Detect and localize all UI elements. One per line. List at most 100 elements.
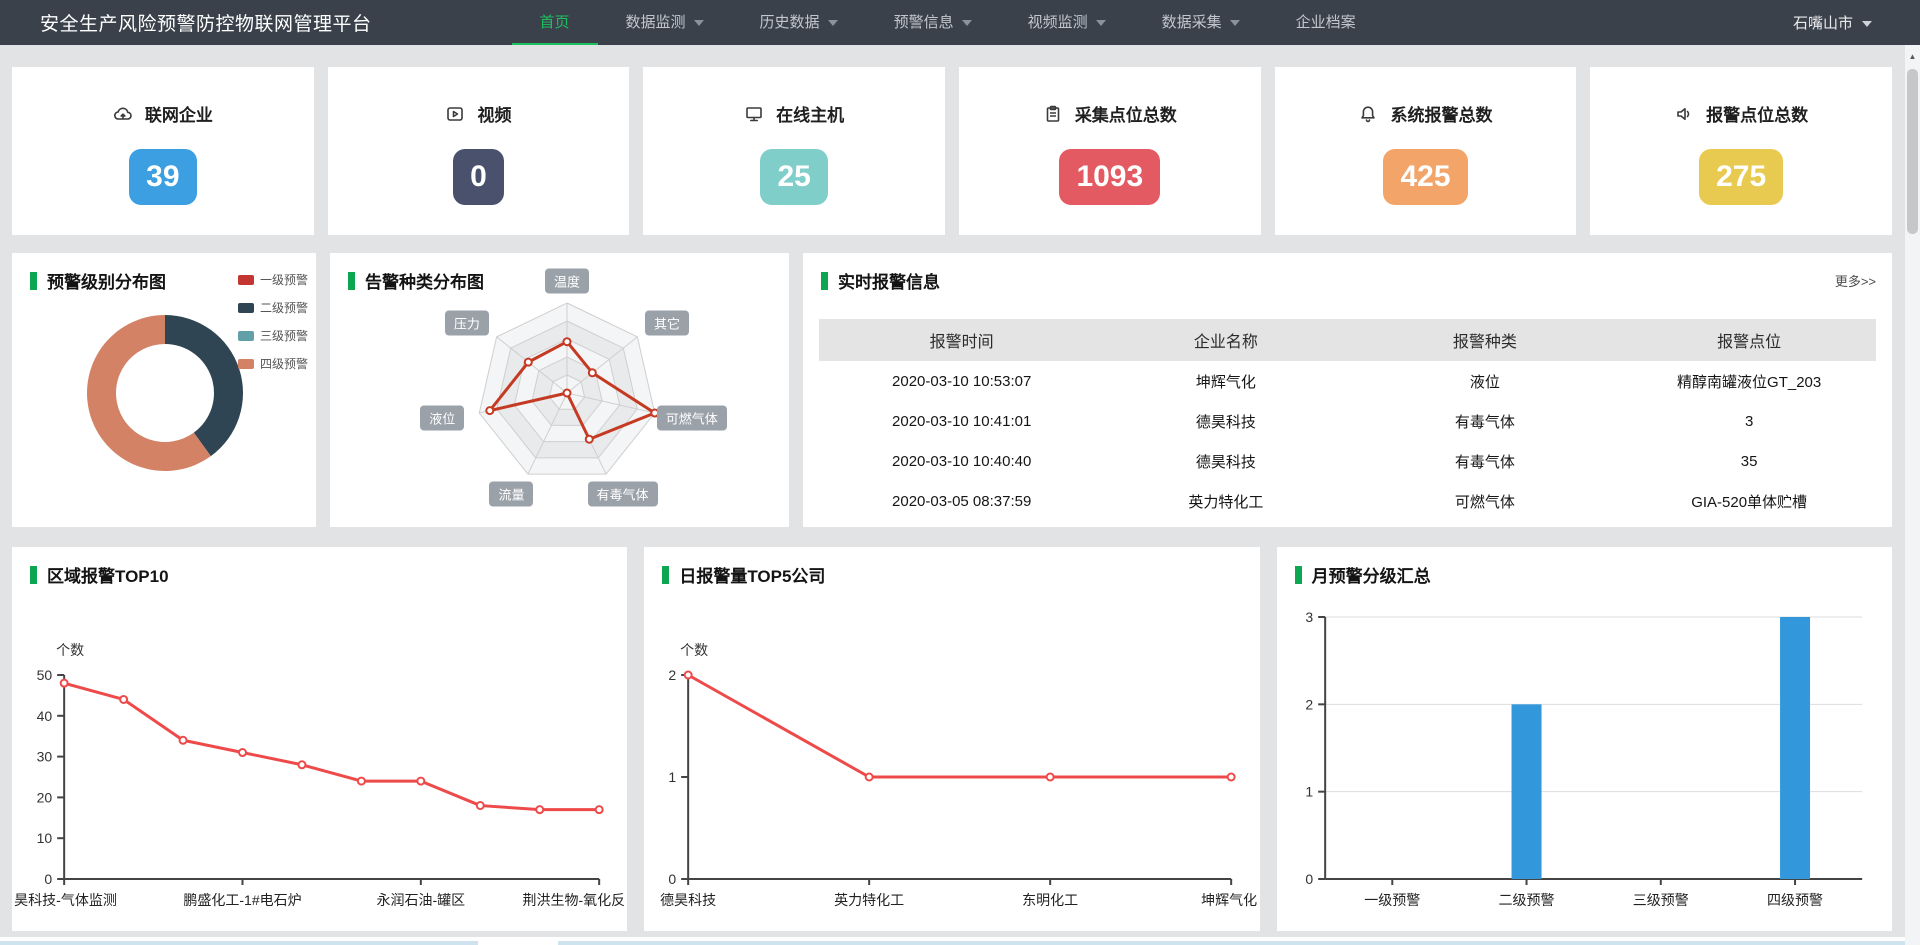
middle-row: 预警级别分布图 一级预警二级预警三级预警四级预警 告警种类分布图 温度其它可燃气…: [12, 253, 1892, 527]
stat-label: 在线主机: [776, 106, 845, 125]
table-row[interactable]: 2020-03-10 10:41:01 德昊科技 有毒气体 3: [819, 401, 1876, 441]
svg-text:荆洪生物-氧化反: 荆洪生物-氧化反: [522, 892, 625, 908]
svg-text:2: 2: [1305, 696, 1313, 712]
legend-label: 四级预警: [259, 357, 308, 371]
card-title-text: 预警级别分布图: [47, 273, 166, 292]
chart-canvas: [87, 315, 244, 471]
legend-label: 三级预警: [259, 329, 308, 343]
table-cell: 35: [1740, 452, 1758, 470]
nav-item-data-collect[interactable]: 数据采集: [1134, 0, 1268, 45]
more-link[interactable]: 更多>>: [1834, 274, 1876, 289]
card-title-text: 日报警量TOP5公司: [679, 567, 826, 586]
table-cell: 液位: [1469, 373, 1500, 391]
card-title-text: 告警种类分布图: [365, 273, 484, 292]
radar-axis-label: 有毒气体: [587, 481, 658, 507]
svg-text:个数: 个数: [56, 642, 84, 658]
nav-item-data-monitor[interactable]: 数据监测: [598, 0, 732, 45]
stat-value-badge: 25: [760, 149, 828, 205]
app-title: 安全生产风险预警防控物联网管理平台: [40, 14, 372, 35]
svg-text:2: 2: [669, 667, 677, 683]
card-title-text: 区域报警TOP10: [47, 567, 169, 586]
card-title-text: 实时报警信息: [838, 273, 940, 292]
stat-value-badge: 0: [453, 149, 504, 205]
stat-card-alarm-points: 报警点位总数 275: [1590, 67, 1892, 235]
cloud-upload-icon: [113, 107, 132, 120]
svg-text:0: 0: [44, 871, 52, 887]
legend-item[interactable]: 一级预警: [237, 271, 308, 288]
table-row[interactable]: 2020-03-10 10:40:40 德昊科技 有毒气体 35: [819, 441, 1876, 481]
top-nav: 安全生产风险预警防控物联网管理平台 首页 数据监测 历史数据 预警信息 视频监测…: [0, 0, 1920, 45]
svg-text:一级预警: 一级预警: [1364, 892, 1420, 908]
table-row[interactable]: 2020-03-05 08:37:59 英力特化工 可燃气体 GIA-520单体贮槽: [819, 481, 1876, 521]
svg-text:永润石油-罐区: 永润石油-罐区: [376, 892, 465, 908]
radar-axis-label: 流量: [489, 481, 534, 507]
realtime-alarm-card: 实时报警信息 更多>> 报警时间 企业名称 报警种类 报警点位 2020-03-…: [803, 253, 1892, 527]
scrollbar-thumb[interactable]: [1907, 69, 1918, 234]
stat-label: 采集点位总数: [1074, 106, 1177, 125]
svg-text:昊科技-气体监测: 昊科技-气体监测: [14, 892, 117, 908]
radar-axis-label: 可燃气体: [656, 405, 727, 431]
alarm-type-radar-card: 告警种类分布图 温度 其它 可燃气体 有毒气体 流量 液位 压力: [330, 253, 789, 527]
card-title-text: 月预警分级汇总: [1311, 567, 1431, 586]
scrollbar[interactable]: ▲: [1905, 45, 1920, 945]
table-cell: 2020-03-10 10:40:40: [892, 452, 1032, 470]
chevron-down-icon: [1862, 20, 1872, 27]
column-header: 企业名称: [1193, 334, 1258, 351]
column-header: 报警时间: [929, 334, 994, 351]
table-cell: 2020-03-05 08:37:59: [892, 492, 1032, 510]
pie-legend: 一级预警二级预警三级预警四级预警: [237, 271, 308, 372]
legend-swatch: [237, 358, 254, 369]
stat-label: 视频: [477, 106, 512, 125]
green-accent-bar: [30, 565, 37, 584]
legend-item[interactable]: 三级预警: [237, 327, 308, 344]
footer-strip-white: [0, 937, 1905, 941]
region-selector[interactable]: 石嘴山市: [1793, 12, 1872, 33]
legend-item[interactable]: 四级预警: [237, 355, 308, 372]
bell-icon: [1361, 105, 1376, 122]
chart-canvas: 0 1 2 3 一级预警 二级预警 三级预警 四级预警: [1305, 609, 1862, 908]
stat-card-system-alarms: 系统报警总数 425: [1274, 67, 1577, 235]
nav-item-label: 数据采集: [1161, 14, 1222, 31]
scroll-up-arrow-icon[interactable]: ▲: [1908, 52, 1917, 61]
radar-axis-label: 其它: [645, 310, 690, 336]
stat-card-collect-points: 采集点位总数 1093: [958, 67, 1261, 235]
stat-card-online-hosts: 在线主机 25: [643, 67, 945, 235]
nav-item-warning-info[interactable]: 预警信息: [866, 0, 1000, 45]
nav-item-home[interactable]: 首页: [511, 0, 598, 45]
chevron-down-icon: [827, 19, 838, 26]
clipboard-icon: [1046, 105, 1060, 122]
table-row[interactable]: 2020-03-10 10:53:07 坤辉气化 液位 精醇南罐液位GT_203: [819, 361, 1876, 401]
table-cell: 德昊科技: [1195, 413, 1256, 431]
nav-item-label: 首页: [539, 14, 570, 31]
nav-item-history-data[interactable]: 历史数据: [732, 0, 866, 45]
table-cell: 有毒气体: [1454, 453, 1515, 471]
nav-item-label: 历史数据: [759, 14, 820, 31]
column-header: 报警点位: [1717, 334, 1782, 351]
svg-text:德昊科技: 德昊科技: [660, 892, 716, 908]
legend-label: 二级预警: [259, 301, 308, 315]
column-header: 报警种类: [1452, 334, 1517, 351]
alarm-table-body: 2020-03-10 10:53:07 坤辉气化 液位 精醇南罐液位GT_203 202…: [819, 361, 1876, 521]
table-cell: GIA-520单体贮槽: [1691, 493, 1808, 511]
svg-text:50: 50: [37, 667, 53, 683]
svg-text:个数: 个数: [680, 642, 708, 658]
stat-label: 联网企业: [144, 106, 213, 125]
legend-label: 一级预警: [259, 273, 308, 287]
stat-value-badge: 275: [1699, 149, 1784, 205]
stats-row: 联网企业 39 视频 0 在线主机 25: [12, 67, 1892, 235]
legend-item[interactable]: 二级预警: [237, 299, 308, 316]
region-alarm-top10-card: 区域报警TOP10 0 10 20 30 40 50 个数 昊科技-气体监测 鹏盛化工-1#电石…: [12, 547, 628, 931]
alarm-table: 报警时间 企业名称 报警种类 报警点位 2020-03-10 10:53:07 坤…: [819, 319, 1876, 521]
svg-text:10: 10: [37, 830, 53, 846]
radar-axis-label: 温度: [544, 268, 590, 294]
nav-item-video-monitor[interactable]: 视频监测: [1000, 0, 1134, 45]
chevron-down-icon: [1229, 19, 1240, 26]
nav-item-enterprise-archive[interactable]: 企业档案: [1268, 0, 1384, 45]
chevron-down-icon: [693, 19, 704, 26]
svg-text:20: 20: [37, 789, 53, 805]
table-cell: 有毒气体: [1454, 413, 1515, 431]
nav-item-label: 企业档案: [1295, 14, 1356, 31]
radar-axis-label: 液位: [420, 405, 465, 431]
nav-item-label: 数据监测: [625, 14, 686, 31]
